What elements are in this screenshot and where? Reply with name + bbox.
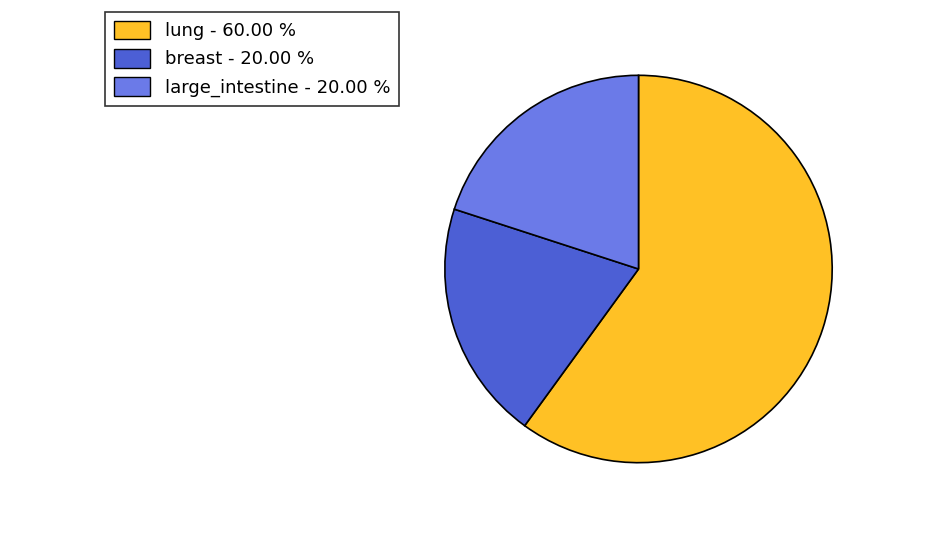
Wedge shape	[445, 209, 639, 426]
Wedge shape	[454, 75, 639, 269]
Wedge shape	[525, 75, 832, 463]
Legend: lung - 60.00 %, breast - 20.00 %, large_intestine - 20.00 %: lung - 60.00 %, breast - 20.00 %, large_…	[105, 12, 399, 106]
